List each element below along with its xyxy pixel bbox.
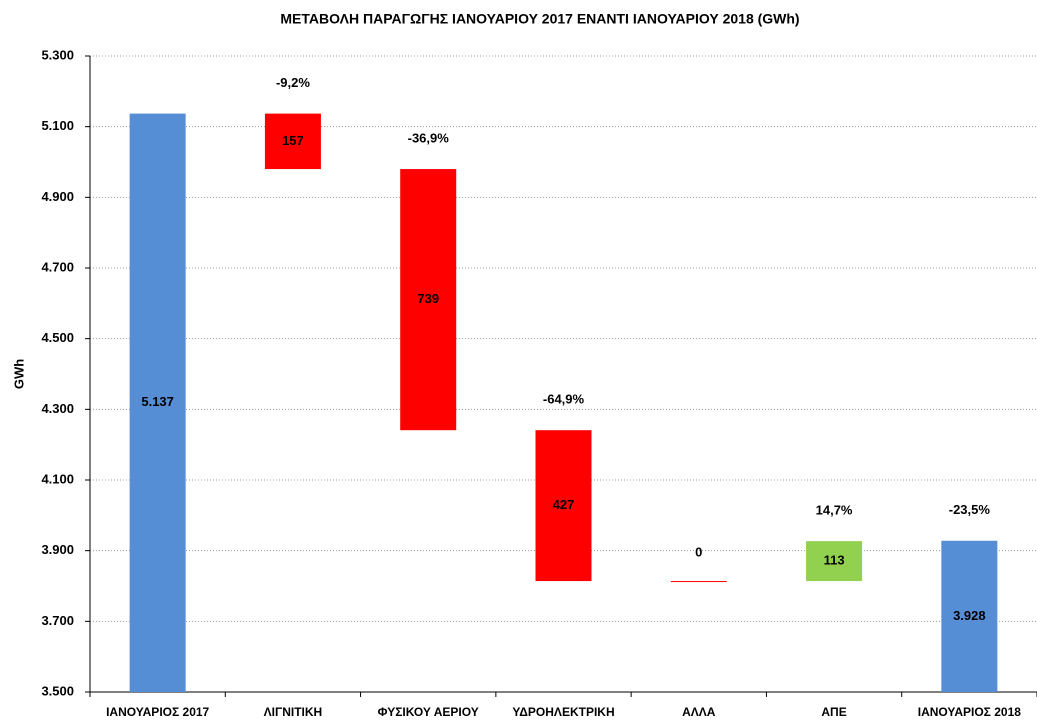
value-label: 3.928 [953,608,986,623]
y-tick-label: 5.100 [41,118,74,133]
bar [129,113,186,693]
y-tick-label: 3.500 [41,683,74,698]
value-label: 5.137 [141,394,174,409]
y-tick-label: 4.700 [41,259,74,274]
y-axis-label: GWh [11,359,26,389]
x-tick-label: ΑΠΕ [821,705,846,719]
y-tick-label: 4.500 [41,330,74,345]
bar [535,430,592,582]
percent-label: -36,9% [408,131,450,146]
y-tick-label: 3.700 [41,613,74,628]
y-tick-label: 4.300 [41,401,74,416]
value-label: 157 [282,133,304,148]
percent-label: -23,5% [949,502,991,517]
bar [264,113,321,170]
x-tick-label: ΦΥΣΙΚΟΥ ΑΕΡΙΟΥ [378,705,479,719]
percent-label: 14,7% [816,503,853,518]
y-tick-label: 4.900 [41,189,74,204]
y-tick-label: 5.300 [41,47,74,62]
y-tick-label: 3.900 [41,542,74,557]
x-tick-label: ΙΑΝΟΥΑΡΙΟΣ 2017 [106,705,209,719]
x-tick-label: ΛΙΓΝΙΤΙΚΗ [264,705,323,719]
value-label: 0 [695,544,702,559]
percent-label: -64,9% [543,392,585,407]
bar [670,581,727,583]
x-tick-label: ΑΛΛΑ [682,705,716,719]
chart-title: ΜΕΤΑΒΟΛΗ ΠΑΡΑΓΩΓΗΣ ΙΑΝΟΥΑΡΙΟΥ 2017 ΕΝΑΝΤ… [280,11,799,27]
value-label: 739 [417,291,439,306]
y-tick-label: 4.100 [41,471,74,486]
bar [400,169,457,431]
bar [941,540,998,692]
percent-label: -9,2% [276,75,310,90]
value-label: 427 [553,497,575,512]
x-tick-label: ΥΔΡΟΗΛΕΚΤΡΙΚΗ [512,705,614,719]
bar [806,541,863,582]
x-tick-label: ΙΑΝΟΥΑΡΙΟΣ 2018 [918,705,1021,719]
value-label: 113 [824,553,845,568]
